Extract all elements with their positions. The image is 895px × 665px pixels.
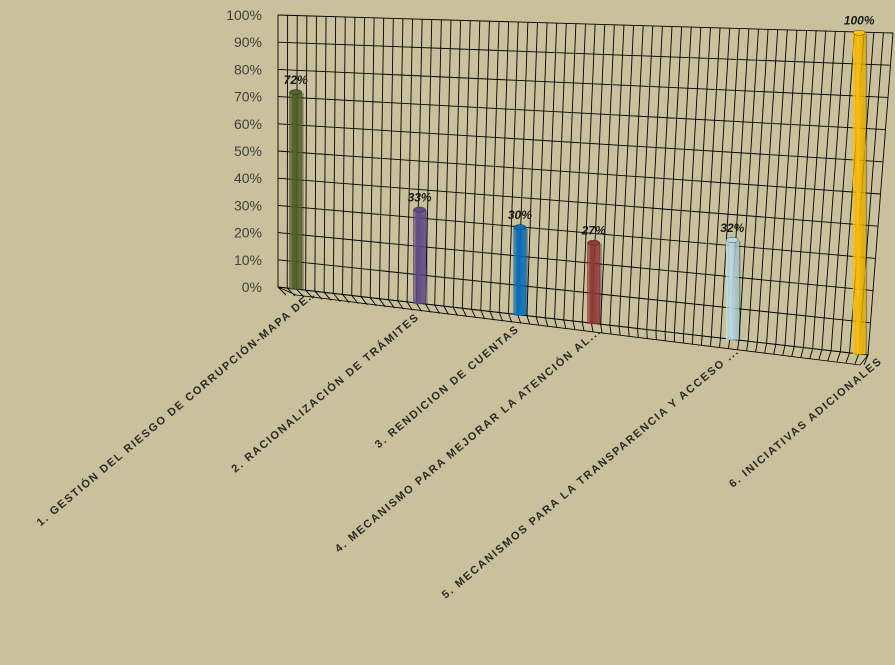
floor-grid-line [792,347,795,357]
floor-grid-line [536,317,539,326]
floor-grid-line [564,320,566,329]
bar-top [414,207,426,212]
floor-grid-line [701,336,702,345]
bar [514,227,526,315]
y-tick-label: 20% [234,225,262,241]
y-tick-label: 50% [234,143,262,159]
floor-grid-line [855,354,859,364]
floor-grid-line [747,341,749,351]
floor-grid-line [573,321,575,330]
category-label: 1. GESTIÓN DEL RIESGO DE CORRUPCIÓN-MAPA… [34,284,322,529]
floor-grid-line [647,330,648,339]
floor-grid-line [628,327,629,336]
data-label: 32% [720,221,744,235]
y-tick-label: 10% [234,252,262,268]
grid-line-horizontal [278,233,873,291]
bar-top [853,30,865,35]
floor-grid-line [738,340,739,350]
bar [414,210,426,304]
y-tick-label: 40% [234,170,262,186]
floor-grid-line [774,344,776,354]
floor-grid-line [638,328,639,337]
bar [853,33,865,354]
y-tick-label: 100% [226,7,262,23]
grid-line-horizontal [278,205,876,258]
floor-grid-line [783,345,785,355]
bar [588,243,600,324]
data-label: 100% [844,14,875,28]
floor-grid-line [729,339,730,349]
y-tick-label: 60% [234,116,262,132]
y-tick-label: 80% [234,61,262,77]
data-label: 30% [508,208,532,222]
floor-grid-line [837,352,840,362]
floor-grid-line [720,338,721,348]
bar-top [726,237,738,242]
floor-grid-line [765,343,767,353]
floor-grid-line [545,318,548,327]
grid-line-horizontal [278,97,886,130]
bar [726,240,738,339]
floor-grid-line [555,319,557,328]
grid-line-horizontal [278,124,883,162]
grid-line-horizontal [278,260,871,323]
data-label: 33% [408,191,432,205]
floor-grid-line [756,342,758,352]
floor-grid-line [508,314,511,323]
floor-grid-line [518,315,521,324]
floor-grid-line [801,348,804,358]
category-label: 6. INICIATIVAS ADICIONALES [727,355,885,490]
floor-grid-line [846,353,850,363]
bar-top [290,90,302,95]
y-tick-label: 30% [234,197,262,213]
y-tick-label: 70% [234,89,262,105]
floor-grid-line [710,337,711,346]
bar-top [514,225,526,230]
floor-grid-line [619,326,620,335]
bar-top [588,240,600,245]
floor-grid-line [828,351,831,361]
y-tick-label: 0% [242,279,262,295]
grid-line-horizontal [278,151,881,194]
floor-grid-line [819,350,822,360]
floor-grid-line [582,322,584,331]
data-label: 72% [284,73,308,87]
data-label: 27% [581,224,606,238]
floor-grid-line [527,316,530,325]
floor-grid-line [610,325,611,334]
grid-line-horizontal [278,178,878,226]
y-tick-label: 90% [234,34,262,50]
bar [290,92,302,289]
category-label: 5. MECANISMOS PARA LA TRANSPARENCIA Y AC… [440,345,742,601]
floor-grid-line [810,349,813,359]
